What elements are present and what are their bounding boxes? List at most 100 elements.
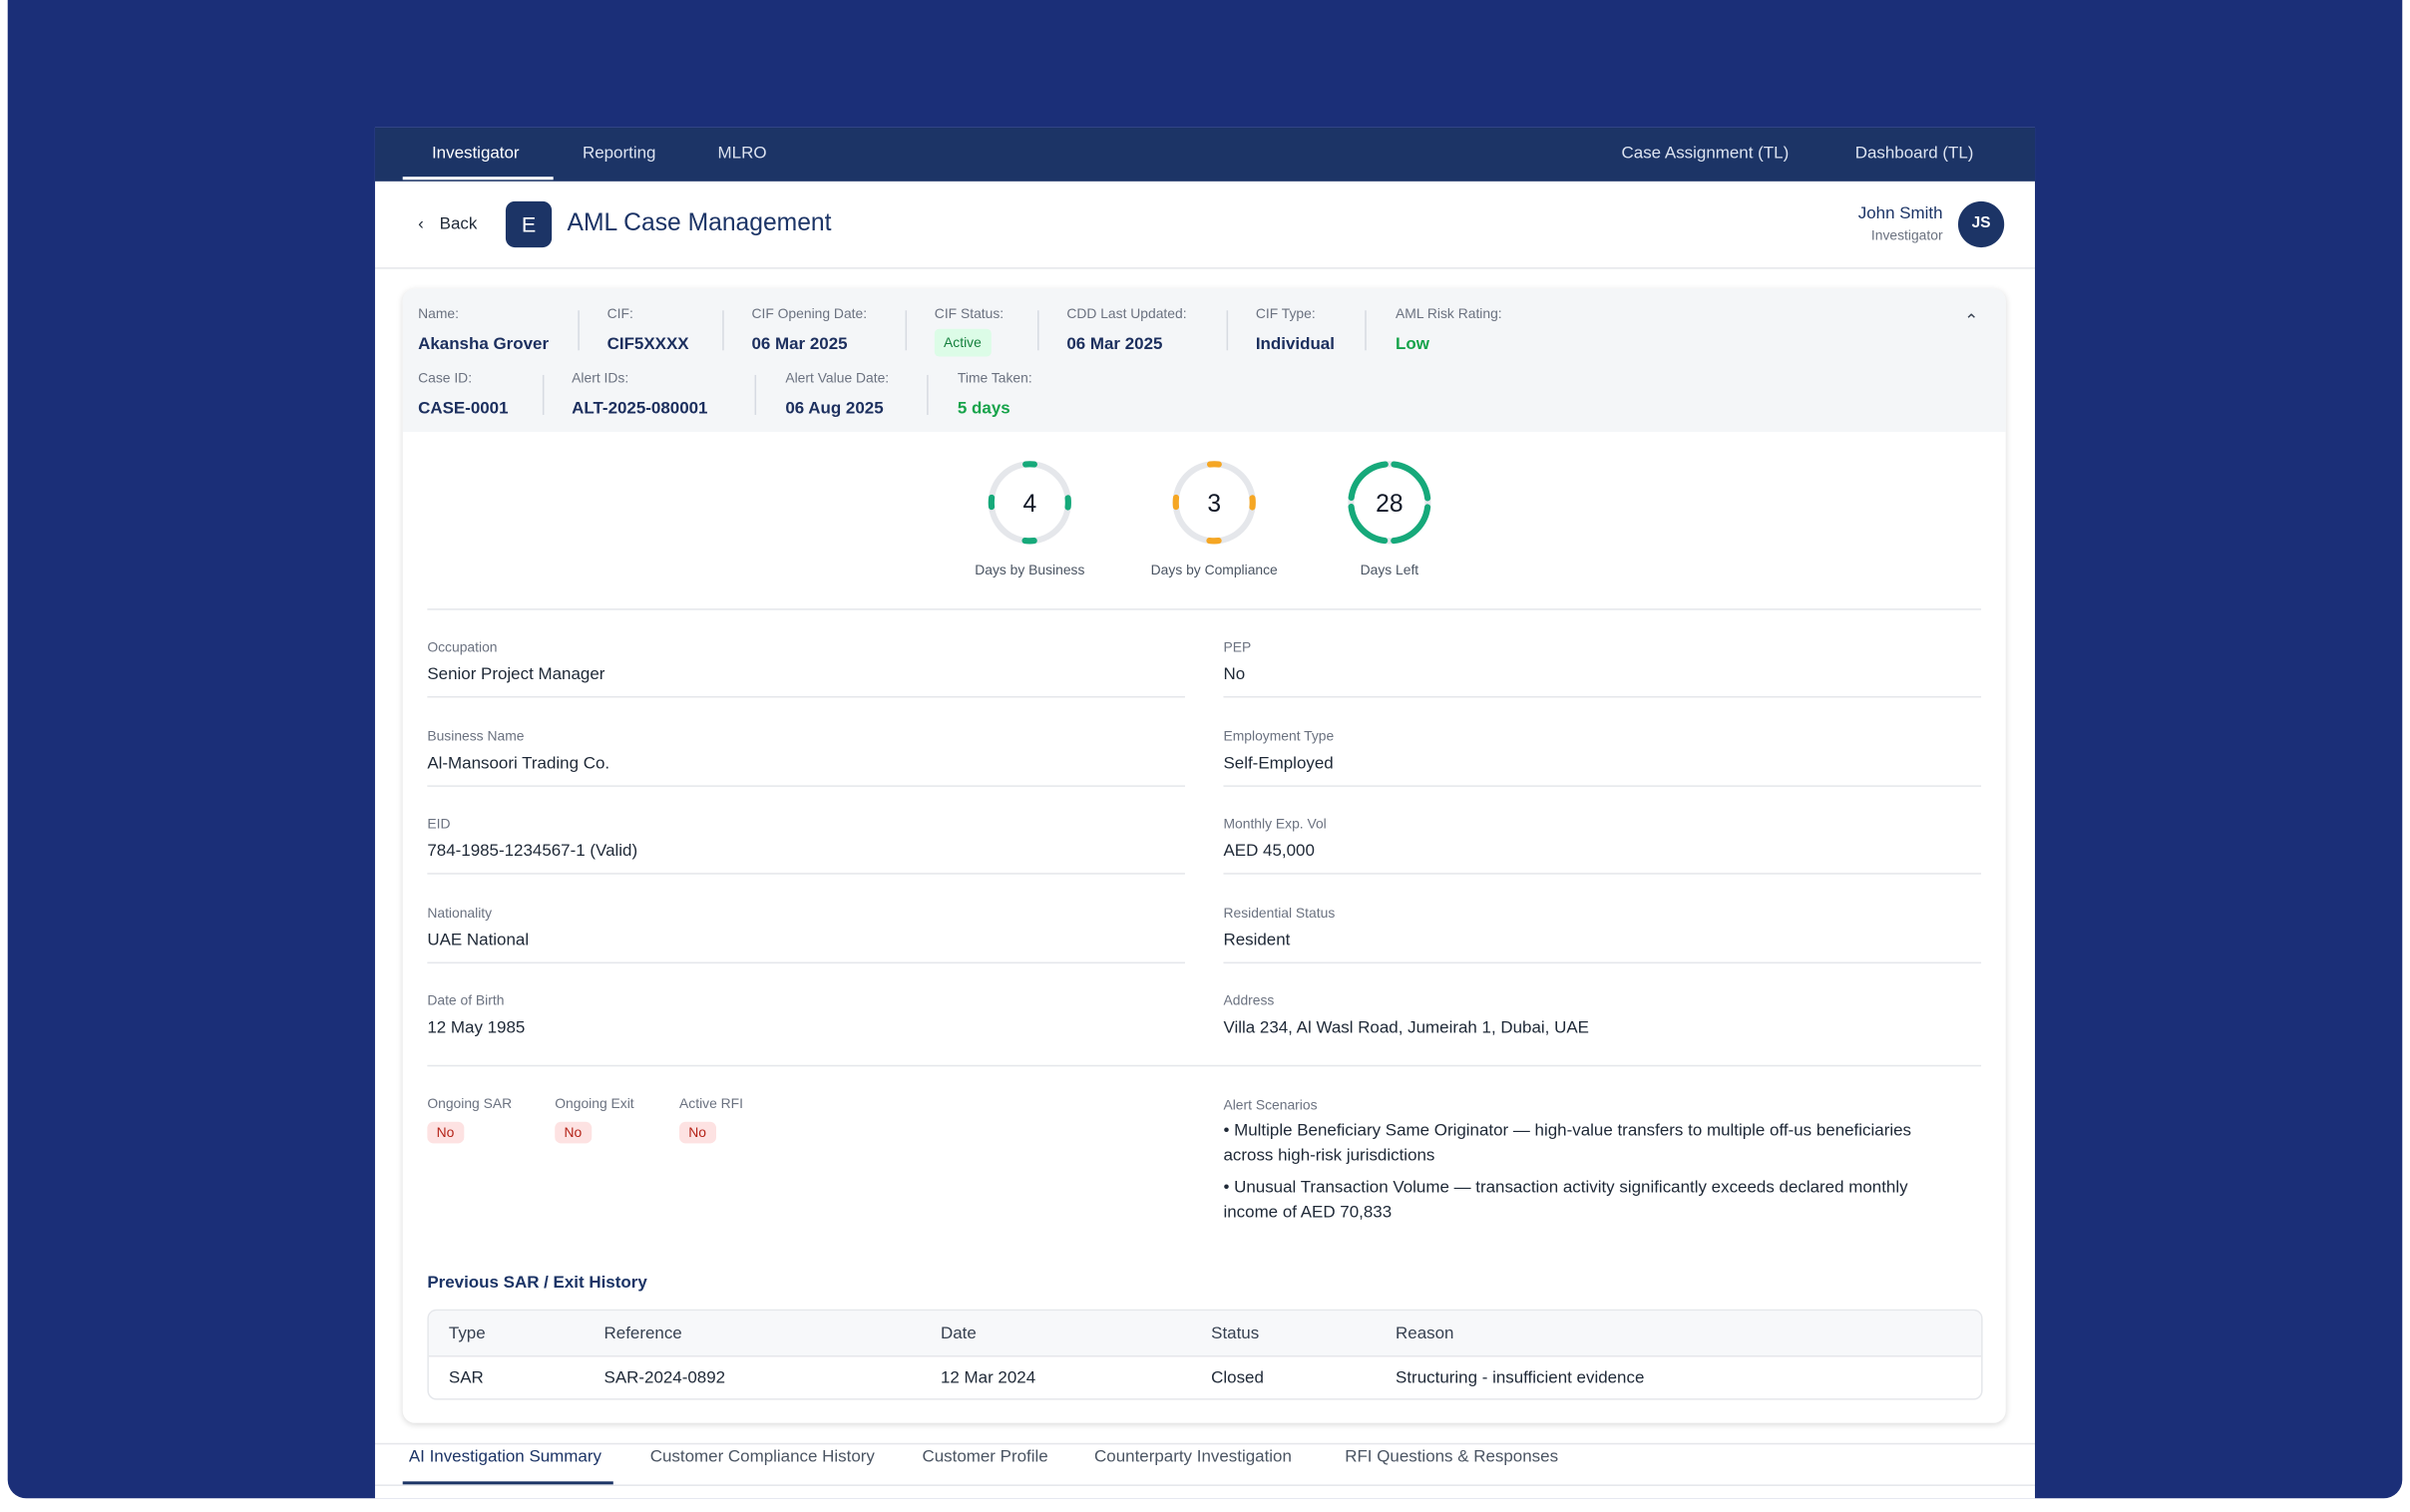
summary-value: Akansha Grover bbox=[418, 334, 550, 354]
row-divider bbox=[427, 873, 1185, 875]
field-value: Senior Project Manager bbox=[427, 665, 605, 684]
header-border bbox=[374, 267, 2036, 269]
row-divider bbox=[427, 960, 1185, 963]
summary-label: CDD Last Updated: bbox=[1066, 305, 1187, 322]
field-label: Monthly Exp. Vol bbox=[1223, 816, 1327, 832]
tab-underline bbox=[402, 1481, 613, 1485]
section-tab[interactable]: Customer Profile bbox=[922, 1447, 1048, 1466]
nav-tab[interactable]: Dashboard (TL) bbox=[1854, 144, 1974, 164]
collapse-toggle[interactable]: ⌄ bbox=[1964, 308, 1979, 328]
page-title: AML Case Management bbox=[567, 210, 832, 237]
field-label: Employment Type bbox=[1223, 727, 1335, 743]
alert-item: • Multiple Beneficiary Same Originator —… bbox=[1223, 1121, 1912, 1165]
section-tab[interactable]: Counterparty Investigation bbox=[1094, 1447, 1292, 1466]
user-role: Investigator bbox=[1870, 227, 1943, 243]
flag-label: Active RFI bbox=[679, 1095, 744, 1111]
separator bbox=[1365, 310, 1367, 351]
alert-label-text: Alert Scenarios bbox=[1223, 1097, 1318, 1113]
summary-label: Case ID: bbox=[418, 370, 473, 386]
tabs-bottom bbox=[374, 1484, 2036, 1486]
summary-value: 06 Mar 2025 bbox=[1066, 334, 1163, 354]
case-card: Name: Akansha Grover CIF: CIF5XXXX CIF Openi… bbox=[402, 288, 2006, 1423]
flag-badge: No bbox=[427, 1121, 464, 1144]
summary-label: Name: bbox=[418, 305, 459, 322]
section-tab[interactable]: AI Investigation Summary bbox=[408, 1447, 602, 1466]
table-cell: SAR-2024-0892 bbox=[603, 1368, 726, 1388]
nav-tab[interactable]: Reporting bbox=[582, 144, 656, 164]
section-tab[interactable]: Customer Compliance History bbox=[649, 1447, 875, 1466]
row-divider bbox=[1223, 960, 1982, 963]
metric-value: 28 bbox=[1376, 491, 1403, 518]
back-button[interactable]: Back bbox=[439, 214, 478, 234]
separator bbox=[1037, 310, 1039, 351]
nav-bar bbox=[374, 127, 2036, 182]
user-name: John Smith bbox=[1857, 203, 1943, 223]
metric-label: Days Left bbox=[1361, 562, 1419, 577]
separator bbox=[1226, 310, 1229, 351]
row-divider bbox=[1223, 873, 1982, 875]
alert-item: • Unusual Transaction Volume — transacti… bbox=[1223, 1178, 1908, 1222]
field-label: Occupation bbox=[427, 638, 498, 655]
field-label: Address bbox=[1223, 992, 1275, 1008]
summary-label: CIF: bbox=[606, 305, 633, 322]
divider bbox=[427, 1064, 1982, 1067]
tabs-border bbox=[374, 1442, 2036, 1445]
summary-label: Time Taken: bbox=[957, 370, 1032, 386]
table-header bbox=[428, 1311, 1982, 1357]
metric-label: Days by Compliance bbox=[1151, 562, 1278, 577]
section-tab[interactable]: RFI Questions & Responses bbox=[1345, 1447, 1559, 1466]
field-value: 784-1985-1234567-1 (Valid) bbox=[427, 842, 638, 861]
flag-badge: No bbox=[555, 1121, 592, 1144]
separator bbox=[542, 374, 545, 416]
separator bbox=[754, 374, 757, 416]
nav-tab[interactable]: Investigator bbox=[431, 144, 520, 164]
row-divider bbox=[427, 695, 1185, 698]
metrics: 4 Days by Business 3 Days by Compliance 28 Da… bbox=[975, 461, 1431, 577]
summary-value: CIF5XXXX bbox=[606, 334, 689, 354]
ring-segments bbox=[988, 461, 1071, 545]
field-label: Nationality bbox=[427, 904, 493, 921]
field-label: EID bbox=[427, 816, 451, 832]
summary-label: CIF Status: bbox=[934, 305, 1004, 322]
app-window: Investigator Reporting MLRO Case Assignm… bbox=[374, 127, 2036, 1499]
table-header-cell: Type bbox=[448, 1324, 486, 1343]
status-badge: Active bbox=[934, 328, 992, 357]
table-cell: 12 Mar 2024 bbox=[940, 1368, 1036, 1388]
table-cell: Structuring - insufficient evidence bbox=[1396, 1368, 1645, 1388]
summary-value: CASE-0001 bbox=[418, 399, 509, 419]
field-value: Al-Mansoori Trading Co. bbox=[427, 753, 610, 773]
table-header-cell: Reason bbox=[1396, 1324, 1454, 1343]
nav-tab[interactable]: MLRO bbox=[717, 144, 767, 164]
nav-tab[interactable]: Case Assignment (TL) bbox=[1621, 144, 1790, 164]
summary-label: Alert IDs: bbox=[572, 370, 629, 386]
ring-segments bbox=[1348, 461, 1431, 545]
separator bbox=[578, 310, 580, 351]
history-title: Previous SAR / Exit History bbox=[427, 1274, 647, 1293]
alert-label: Alert Scenarios bbox=[1223, 1093, 1317, 1116]
separator bbox=[927, 374, 929, 416]
field-label: PEP bbox=[1223, 638, 1252, 655]
field-value: UAE National bbox=[427, 930, 530, 949]
summary-value: 5 days bbox=[957, 399, 1010, 419]
summary-label: CIF Type: bbox=[1255, 305, 1316, 322]
metric-label: Days by Business bbox=[975, 562, 1084, 577]
field-value: Villa 234, Al Wasl Road, Jumeirah 1, Dub… bbox=[1223, 1018, 1589, 1038]
table-cell: Closed bbox=[1211, 1368, 1264, 1388]
row-divider bbox=[1223, 695, 1982, 698]
summary-value: 06 Mar 2025 bbox=[751, 334, 848, 354]
flag-badge: No bbox=[679, 1121, 716, 1144]
metric-value: 3 bbox=[1207, 491, 1221, 518]
summary-value: 06 Aug 2025 bbox=[785, 399, 884, 419]
flag-label: Ongoing Exit bbox=[555, 1095, 634, 1111]
table-header-cell: Reference bbox=[603, 1324, 682, 1343]
nav-underline bbox=[402, 177, 554, 181]
field-label: Residential Status bbox=[1223, 904, 1336, 921]
summary-label: Alert Value Date: bbox=[785, 370, 890, 386]
summary-value: Low bbox=[1396, 334, 1429, 354]
back-icon[interactable]: ‹ bbox=[418, 214, 424, 234]
avatar: JS bbox=[1957, 200, 2005, 248]
field-value: AED 45,000 bbox=[1223, 842, 1315, 861]
summary-value: ALT-2025-080001 bbox=[572, 399, 708, 419]
separator bbox=[905, 310, 908, 351]
